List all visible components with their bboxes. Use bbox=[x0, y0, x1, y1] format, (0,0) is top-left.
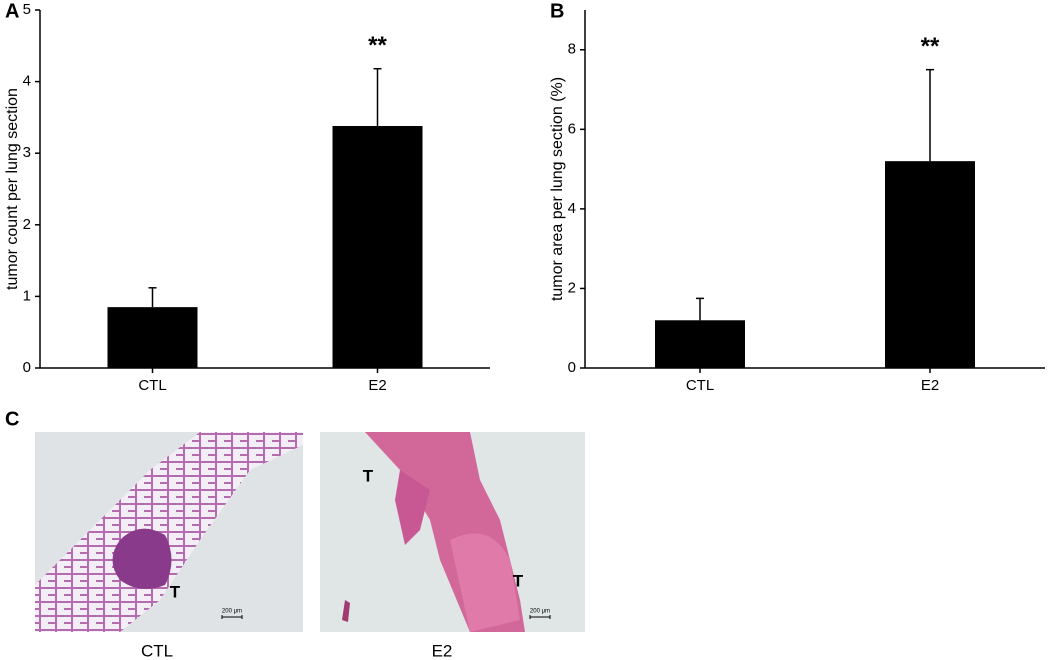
x-tick-label: CTL bbox=[138, 377, 166, 394]
y-tick-label: 0 bbox=[568, 359, 576, 376]
x-tick-label: CTL bbox=[686, 377, 714, 394]
y-tick-label: 1 bbox=[23, 287, 31, 304]
panel-label: C bbox=[5, 408, 19, 430]
tumor-marker: T bbox=[363, 466, 374, 485]
tumor-marker: T bbox=[513, 571, 524, 590]
histology-ctl bbox=[35, 432, 303, 632]
bar bbox=[885, 161, 975, 368]
scale-label: 200 μm bbox=[222, 609, 242, 615]
panel-label: B bbox=[550, 0, 564, 22]
y-tick-label: 2 bbox=[568, 279, 576, 296]
y-tick-label: 4 bbox=[568, 200, 576, 217]
tumor-marker: T bbox=[170, 582, 181, 601]
scale-label: 200 μm bbox=[530, 609, 550, 615]
scale-bar bbox=[529, 615, 551, 619]
y-tick-label: 4 bbox=[23, 73, 31, 90]
histology-e2 bbox=[320, 432, 585, 632]
panel-label: A bbox=[5, 0, 19, 22]
bar bbox=[655, 320, 745, 368]
bar bbox=[332, 125, 423, 368]
x-tick-label: E2 bbox=[368, 377, 386, 394]
image-caption: CTL bbox=[141, 641, 173, 660]
significance: ** bbox=[368, 32, 387, 59]
y-tick-label: 6 bbox=[568, 120, 576, 137]
image-caption: E2 bbox=[432, 641, 453, 660]
bar bbox=[107, 307, 198, 368]
y-tick-label: 5 bbox=[23, 1, 31, 18]
y-tick-label: 3 bbox=[23, 144, 31, 161]
x-tick-label: E2 bbox=[921, 377, 939, 394]
y-tick-label: 0 bbox=[23, 359, 31, 376]
y-axis-label: tumor area per lung section (%) bbox=[549, 77, 566, 301]
significance: ** bbox=[921, 33, 940, 60]
y-tick-label: 2 bbox=[23, 216, 31, 233]
y-axis-label: tumor count per lung section bbox=[4, 88, 21, 290]
scale-bar bbox=[221, 615, 243, 619]
y-tick-label: 8 bbox=[568, 41, 576, 58]
